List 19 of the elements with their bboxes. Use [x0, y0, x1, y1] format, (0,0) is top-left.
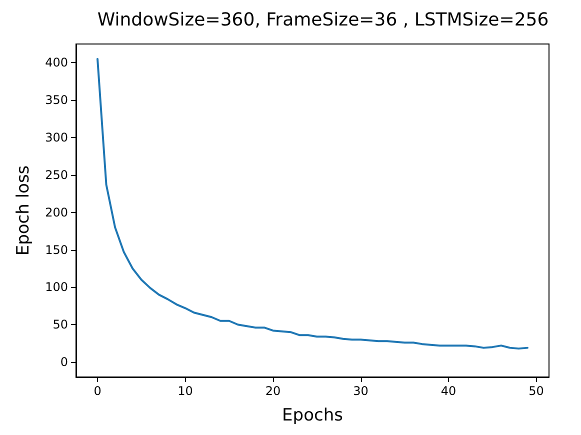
- chart-title: WindowSize=360, FrameSize=36 , LSTMSize=256: [97, 10, 549, 30]
- line-series: [96, 58, 528, 350]
- x-axis-title: Epochs: [282, 406, 344, 426]
- x-tick-label: 50: [528, 384, 544, 398]
- y-tick-label: 100: [45, 280, 68, 294]
- x-tick-label: 40: [440, 384, 456, 398]
- y-tick-label: 150: [45, 242, 68, 257]
- y-tick-label: 350: [45, 93, 68, 108]
- x-tick-label: 10: [178, 384, 193, 398]
- x-tick-label: 30: [353, 384, 368, 398]
- y-tick-label: 50: [52, 318, 68, 332]
- y-tick-label: 400: [45, 56, 68, 70]
- y-tick-label: 250: [45, 168, 68, 182]
- x-tick-label: 20: [265, 384, 281, 398]
- y-axis-title: Epoch loss: [14, 165, 34, 256]
- x-tick-label: 0: [94, 384, 102, 398]
- y-tick-label: 300: [45, 130, 68, 145]
- y-tick-label: 200: [45, 205, 68, 220]
- y-tick-label: 0: [60, 355, 68, 370]
